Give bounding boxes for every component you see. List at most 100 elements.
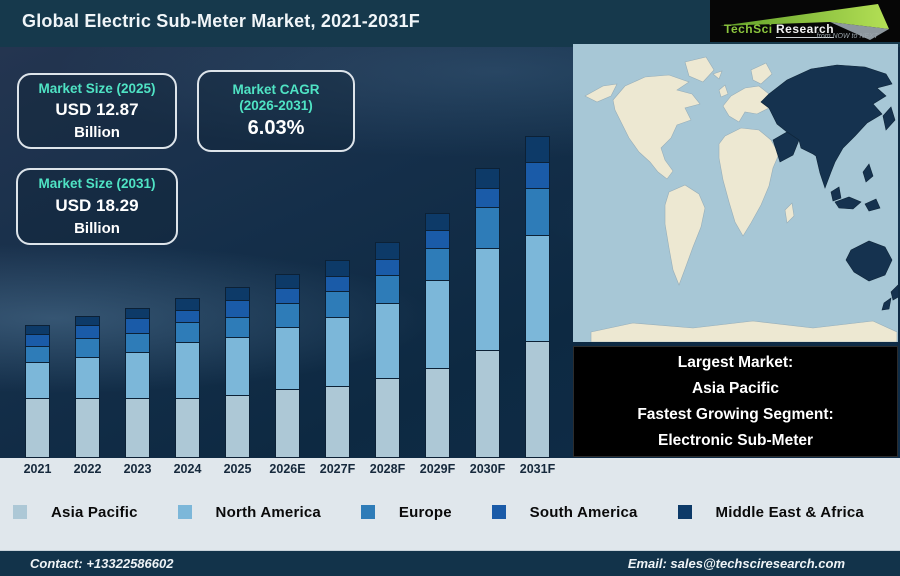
map-region-south-america <box>664 184 706 286</box>
page-title: Global Electric Sub-Meter Market, 2021-2… <box>22 11 420 31</box>
bar-segment-north-america <box>325 317 350 386</box>
map-region-africa <box>718 127 780 237</box>
legend-label: Asia Pacific <box>51 503 138 521</box>
highlight-line-4: Electronic Sub-Meter <box>657 432 814 449</box>
world-map-svg <box>573 44 900 343</box>
bar-segment-north-america <box>525 235 550 341</box>
bar-segment-middle-east-africa <box>525 136 550 162</box>
callout-label: Market Size (2025) <box>38 80 156 96</box>
techsci-logo: TechSci Research from NOW to NEXT <box>710 0 900 42</box>
callout-value: USD 18.29 <box>55 195 139 215</box>
bar-segment-middle-east-africa <box>25 325 50 334</box>
legend-swatch <box>177 505 192 519</box>
x-axis-label-text: 2021 <box>23 462 52 476</box>
x-axis-label: 2030F <box>470 462 505 476</box>
bar-segment-north-america <box>475 248 500 350</box>
bar-segment-south-america <box>75 325 100 338</box>
x-axis-label: 2029F <box>420 462 455 476</box>
bar-segment-asia-pacific <box>175 398 200 458</box>
callout-market-size-2025: Market Size (2025) USD 12.87 Billion <box>17 73 177 149</box>
x-axis-label: 2031F <box>520 462 555 476</box>
x-axis-label: 2024 <box>173 462 202 476</box>
x-axis-label-text: 2030F <box>469 462 506 476</box>
x-axis-label: 2026E <box>269 462 305 476</box>
map-region-australia <box>845 240 893 282</box>
bar-segment-asia-pacific <box>525 341 550 458</box>
bar-segment-north-america <box>125 352 150 398</box>
callout-label: Market Size (2031) <box>38 176 156 192</box>
bar-segment-middle-east-africa <box>225 287 250 300</box>
x-axis-label: 2021 <box>23 462 52 476</box>
bar-chart <box>8 47 570 458</box>
bar-2023 <box>125 308 150 458</box>
legend-label: Middle East & Africa <box>715 503 864 521</box>
bar-2026E <box>275 274 300 458</box>
legend-swatch <box>13 505 27 519</box>
bar-segment-north-america <box>25 362 50 398</box>
bar-2029F <box>425 213 450 458</box>
map-region-new-zealand-south <box>881 297 892 311</box>
highlight-line-2: Asia Pacific <box>691 380 780 397</box>
logo-brand: TechSci <box>724 22 773 36</box>
map-landmasses <box>584 56 898 343</box>
bar-segment-south-america <box>175 310 200 322</box>
bar-2030F <box>475 168 500 458</box>
bar-segment-middle-east-africa <box>275 274 300 288</box>
x-axis-label: 2028F <box>370 462 405 476</box>
x-axis-label-text: 2028F <box>369 462 406 476</box>
map-region-iceland <box>712 70 723 80</box>
bar-segment-asia-pacific <box>275 389 300 458</box>
legend-item-middle-east-africa: Middle East & Africa <box>677 503 864 521</box>
map-region-new-zealand-north <box>890 284 900 301</box>
bar-segment-south-america <box>325 276 350 291</box>
bar-segment-north-america <box>425 280 450 368</box>
x-axis-label-text: 2027F <box>319 462 356 476</box>
legend-swatch <box>677 505 692 519</box>
map-region-madagascar <box>784 202 795 224</box>
bar-segment-south-america <box>475 188 500 207</box>
legend-item-asia-pacific: Asia Pacific <box>13 504 138 521</box>
map-region-alaska <box>584 83 618 103</box>
logo-tagline: from NOW to NEXT <box>816 33 878 40</box>
legend-label: Europe <box>398 503 452 521</box>
footer-bar: Contact: +13322586602 Email: sales@techs… <box>0 550 900 576</box>
x-axis-label: 2022 <box>73 462 102 476</box>
bar-segment-south-america <box>425 230 450 248</box>
legend-item-north-america: North America <box>177 503 321 521</box>
bar-segment-asia-pacific <box>425 368 450 458</box>
bar-2022 <box>75 316 100 458</box>
x-axis-label: 2023 <box>124 462 152 476</box>
bar-segment-middle-east-africa <box>75 316 100 325</box>
bar-segment-north-america <box>175 342 200 398</box>
callout-unit: Billion <box>74 124 120 142</box>
bar-segment-north-america <box>75 357 100 398</box>
callout-value: 6.03% <box>247 117 305 140</box>
callout-unit: Billion <box>74 219 120 237</box>
highlight-line-1: Largest Market: <box>677 354 794 371</box>
bar-segment-europe <box>375 275 400 303</box>
world-map <box>573 44 900 343</box>
bar-2024 <box>175 298 200 458</box>
x-axis-label-text: 2024 <box>173 462 202 476</box>
legend-item-europe: Europe <box>360 503 452 521</box>
bar-segment-europe <box>25 346 50 362</box>
x-axis-label-text: 2022 <box>73 462 102 476</box>
map-region-japan <box>882 106 896 131</box>
bar-segment-asia-pacific <box>225 395 250 458</box>
map-region-antarctica <box>590 320 898 343</box>
footer-contact: Contact: +13322586602 <box>30 556 174 571</box>
bar-segment-asia-pacific <box>325 386 350 458</box>
x-axis-label-text: 2025 <box>223 462 252 476</box>
legend-label: North America <box>215 503 321 521</box>
callout-label: Market CAGR (2026-2031) <box>199 82 353 113</box>
legend: Asia Pacific North America Europe South Ame… <box>0 496 900 528</box>
bar-2027F <box>325 260 350 458</box>
x-axis-label-text: 2031F <box>519 462 556 476</box>
bar-segment-south-america <box>525 162 550 188</box>
axis-strip <box>0 458 900 550</box>
bar-segment-europe <box>175 322 200 342</box>
bar-segment-europe <box>475 207 500 248</box>
bar-2028F <box>375 242 400 458</box>
logo-text: TechSci Research <box>724 22 835 38</box>
bar-segment-europe <box>75 338 100 357</box>
